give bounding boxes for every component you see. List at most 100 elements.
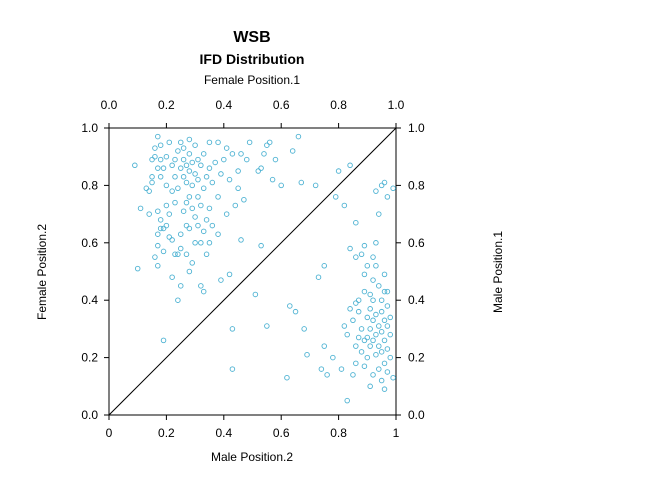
data-point: [198, 202, 204, 209]
data-point: [301, 326, 307, 332]
data-point: [200, 228, 207, 235]
data-point: [367, 291, 373, 298]
data-point: [189, 159, 195, 166]
data-point: [235, 168, 241, 174]
data-point: [195, 222, 201, 229]
data-point: [361, 271, 368, 278]
data-point: [146, 211, 152, 217]
data-point: [198, 240, 204, 246]
data-point: [353, 254, 359, 260]
data-point: [163, 182, 170, 189]
x-top-tick-label: 0.2: [158, 98, 175, 112]
data-point: [364, 263, 371, 269]
data-point: [169, 188, 175, 194]
data-point: [146, 188, 152, 194]
y-right-tick-label: 0.0: [408, 408, 425, 422]
data-point: [215, 139, 221, 146]
data-point: [155, 231, 161, 237]
data-point: [387, 314, 394, 321]
data-point: [198, 162, 204, 169]
data-point: [373, 240, 379, 246]
data-point: [238, 237, 244, 243]
data-point: [370, 277, 376, 283]
data-point: [361, 288, 368, 295]
data-point: [358, 326, 365, 332]
data-point: [376, 323, 382, 329]
data-point: [166, 234, 173, 240]
data-point: [177, 139, 184, 146]
x-bottom-tick-label: 1: [393, 426, 400, 440]
data-point: [232, 202, 239, 209]
data-point: [166, 139, 173, 146]
x-top-tick-label: 0.6: [273, 98, 290, 112]
data-point: [206, 240, 213, 246]
data-point: [177, 165, 184, 171]
data-point: [203, 217, 210, 223]
data-point: [223, 211, 230, 217]
data-point: [284, 374, 290, 381]
data-point: [177, 231, 184, 237]
data-point: [175, 185, 181, 192]
data-point: [206, 205, 213, 212]
data-point: [163, 202, 170, 209]
data-point: [157, 156, 164, 163]
data-point: [172, 199, 178, 206]
data-point: [226, 176, 233, 183]
x-bottom-tick-label: 0.8: [330, 426, 347, 440]
data-point: [186, 194, 193, 200]
data-point: [177, 245, 184, 252]
data-point: [180, 145, 187, 151]
data-point: [367, 383, 373, 390]
data-point: [361, 363, 368, 369]
data-point: [203, 174, 210, 180]
data-point: [387, 354, 394, 361]
data-point: [381, 179, 388, 186]
data-point: [246, 139, 253, 146]
data-point: [387, 331, 394, 338]
x-axis-top-label: Female Position.1: [204, 73, 300, 87]
data-point: [132, 162, 138, 169]
data-point: [143, 185, 150, 192]
data-point: [295, 133, 302, 140]
data-point: [287, 303, 293, 309]
data-point: [192, 214, 198, 220]
data-point: [180, 174, 187, 180]
data-point: [258, 165, 264, 171]
y-left-tick-label: 0.6: [81, 236, 98, 250]
data-point: [378, 329, 385, 335]
data-point: [215, 231, 221, 237]
data-point: [341, 323, 348, 329]
data-point: [134, 265, 141, 272]
data-point: [192, 240, 198, 246]
x-axis-bottom-label: Male Position.2: [211, 450, 293, 464]
data-point: [338, 366, 345, 372]
data-point: [195, 194, 201, 200]
data-point: [264, 142, 270, 148]
data-point: [373, 188, 379, 194]
data-point: [367, 343, 373, 349]
data-point: [312, 182, 319, 189]
data-point: [209, 179, 216, 186]
reference-diagonal-line: [108, 127, 397, 416]
data-point: [203, 251, 210, 258]
data-point: [163, 153, 170, 160]
chart-title: WSB: [233, 29, 270, 46]
data-point: [373, 331, 379, 338]
data-point: [361, 337, 368, 344]
data-point: [370, 254, 376, 260]
data-point: [373, 311, 379, 318]
data-point: [180, 156, 187, 163]
data-point: [258, 242, 264, 249]
y-right-tick-label: 0.2: [408, 351, 425, 365]
data-point: [278, 182, 284, 189]
data-point: [186, 136, 193, 143]
data-point: [218, 171, 224, 177]
data-point: [261, 151, 267, 157]
data-point: [269, 176, 276, 183]
y-right-tick-label: 0.4: [408, 293, 425, 307]
x-bottom-tick-label: 0: [106, 426, 113, 440]
data-point: [172, 174, 178, 180]
axis-ticks: 0 0.0 0.0 0.0 0.2 0.2 0.2 0.2 0.4 0.4 0.4 0.4 0.6 0.6…: [81, 98, 425, 440]
data-point: [192, 171, 198, 177]
data-point: [378, 377, 385, 384]
